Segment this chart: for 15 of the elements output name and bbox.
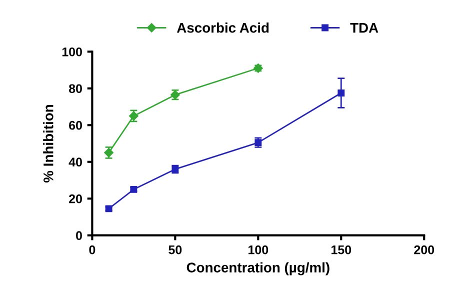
x-tick-label: 200 [414, 245, 434, 254]
y-tick-label: 60 [69, 120, 82, 130]
y-tick-label: 100 [62, 47, 82, 56]
y-tick-label: 40 [68, 158, 82, 167]
x-tick-label: 100 [248, 245, 268, 254]
x-axis-title: Concentration (µg/ml) [186, 262, 330, 276]
y-tick-label: 0 [76, 231, 82, 240]
x-tick-label: 150 [332, 245, 352, 254]
y-axis-title: % Inhibition [43, 105, 54, 182]
legend-label: Ascorbic Acid [176, 22, 269, 33]
legend-label: TDA [350, 23, 378, 33]
y-tick-label: 80 [68, 84, 82, 94]
x-tick-label: 0 [89, 245, 96, 254]
x-tick-label: 50 [168, 245, 182, 254]
y-tick-label: 20 [69, 194, 82, 204]
